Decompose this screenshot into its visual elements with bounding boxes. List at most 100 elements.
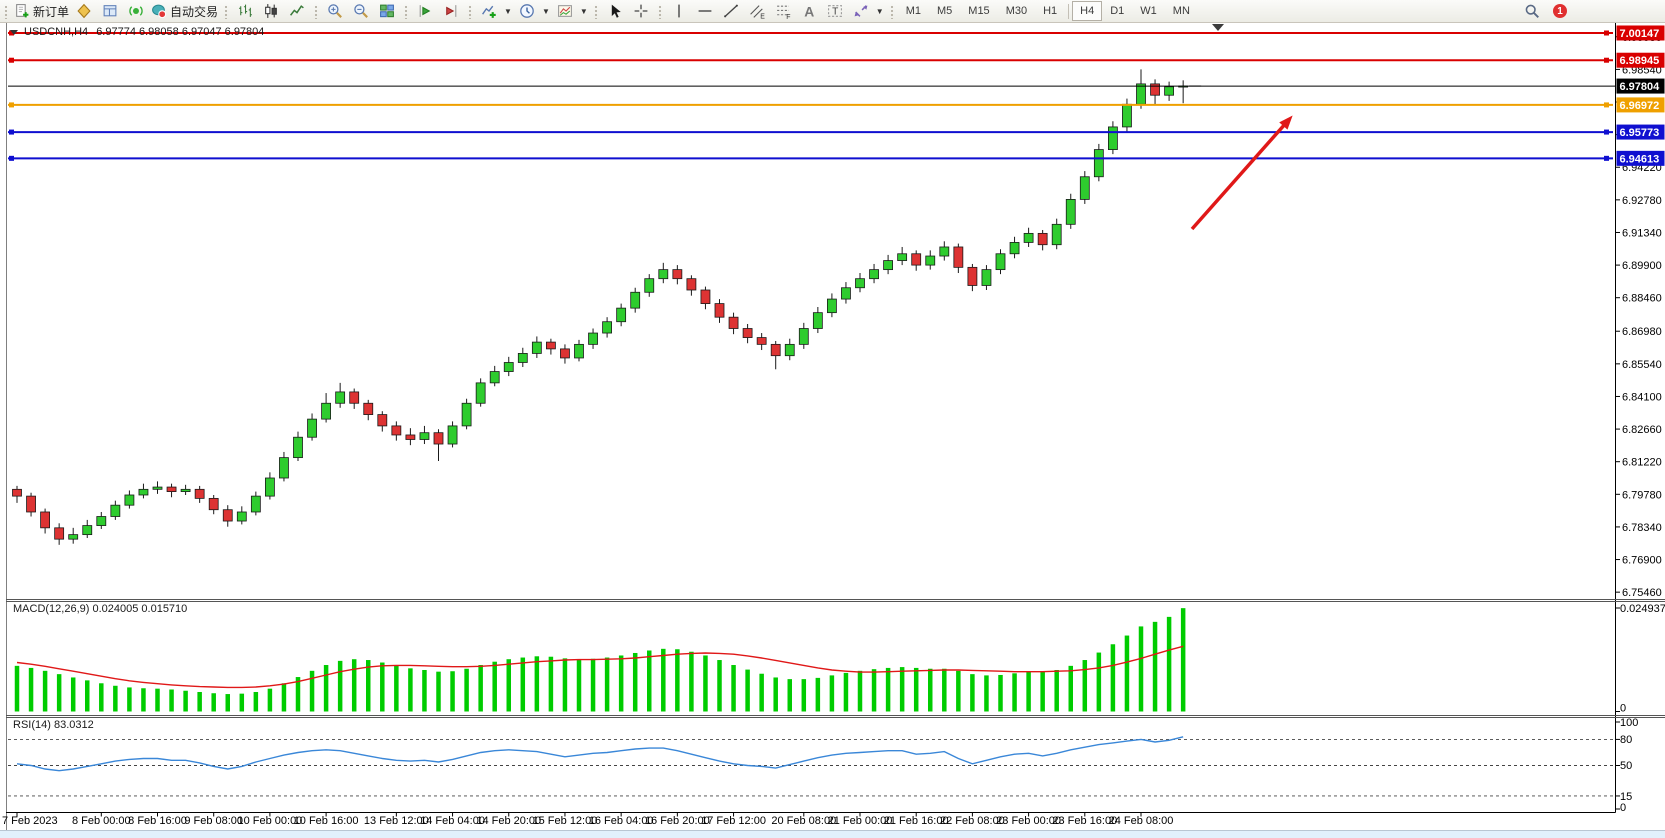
line-anchor[interactable]: [9, 155, 14, 161]
toolbar-grip[interactable]: [313, 3, 320, 19]
toolbar-grip[interactable]: [403, 3, 410, 19]
price-line-label[interactable]: 6.97804: [1616, 78, 1665, 94]
line-anchor[interactable]: [1604, 57, 1609, 63]
line-anchor[interactable]: [9, 129, 14, 135]
horizontal-line-object[interactable]: [8, 155, 1613, 161]
toolbar-grip[interactable]: [888, 3, 895, 19]
panel-separator-rsi[interactable]: [6, 715, 1665, 718]
periods-icon: [520, 4, 534, 18]
macd-indicator-label: MACD(12,26,9) 0.024005 0.015710: [13, 603, 188, 615]
svg-text:10 Feb 16:00: 10 Feb 16:00: [294, 815, 359, 827]
line-chart-button[interactable]: [284, 1, 310, 21]
timeframe-button-m30[interactable]: M30: [1005, 5, 1028, 17]
text-button[interactable]: A: [796, 1, 822, 21]
crosshair-button[interactable]: [628, 1, 654, 21]
candlestick-series[interactable]: [12, 69, 1189, 545]
price-line-label[interactable]: 6.95773: [1616, 124, 1665, 140]
vertical-line-button[interactable]: [666, 1, 692, 21]
new-order-button[interactable]: 新订单: [12, 1, 71, 21]
timeframe-button-w1[interactable]: W1: [1140, 5, 1157, 17]
rsi-scale[interactable]: 100 80 50 150: [1615, 717, 1639, 814]
timeframe-button-m15[interactable]: M15: [968, 5, 990, 17]
trend-arrow[interactable]: [1190, 115, 1293, 231]
timeframe-button-m1[interactable]: M1: [905, 5, 921, 17]
svg-text:13 Feb 12:00: 13 Feb 12:00: [364, 815, 429, 827]
chart-title: USDCNH,H4 6.97774 6.98058 6.97047 6.97804: [24, 26, 264, 38]
svg-text:17 Feb 12:00: 17 Feb 12:00: [701, 815, 766, 827]
timeframe-button-m5[interactable]: M5: [937, 5, 953, 17]
price-line-label[interactable]: 6.96972: [1616, 97, 1665, 113]
candle-chart-button[interactable]: [258, 1, 284, 21]
line-anchor[interactable]: [9, 102, 14, 108]
price-scale[interactable]: 6.999806.985406.971006.956606.942206.927…: [1615, 32, 1662, 599]
svg-text:6.95773: 6.95773: [1620, 127, 1660, 139]
zoom-in-button[interactable]: [322, 1, 348, 21]
svg-text:T: T: [832, 7, 838, 18]
zoom-out-button[interactable]: [348, 1, 374, 21]
indicators-button[interactable]: [476, 1, 502, 21]
time-scale[interactable]: 7 Feb 2023 8 Feb 00:008 Feb 16:009 Feb 08…: [2, 812, 1173, 828]
text-label-icon: T: [827, 5, 842, 18]
line-anchor[interactable]: [1604, 129, 1609, 135]
svg-text:6.88460: 6.88460: [1622, 293, 1662, 305]
toolbar-grip[interactable]: [656, 3, 663, 19]
arrows-icon: [854, 5, 868, 17]
notification-badge[interactable]: 1: [1553, 4, 1567, 18]
svg-text:6.89900: 6.89900: [1622, 260, 1662, 272]
arrows-button[interactable]: [848, 1, 874, 21]
tile-windows-button[interactable]: [374, 1, 400, 21]
equidistant-channel-button[interactable]: E: [744, 1, 770, 21]
text-label-button[interactable]: T: [822, 1, 848, 21]
arrows-button-dropdown-caret[interactable]: ▼: [875, 6, 884, 16]
macd-scale[interactable]: 0.024937 0: [1615, 603, 1665, 715]
search-button[interactable]: [1519, 1, 1545, 21]
periods-button[interactable]: [514, 1, 540, 21]
market-watch-button[interactable]: [71, 1, 97, 21]
toolbar-grip[interactable]: [592, 3, 599, 19]
data-window-button[interactable]: [97, 1, 123, 21]
toolbar-grip[interactable]: [223, 3, 230, 19]
price-line-label[interactable]: 7.00147: [1616, 25, 1665, 41]
timeframe-button-h4[interactable]: H4: [1072, 1, 1103, 21]
toolbar-grip[interactable]: [467, 3, 474, 19]
horizontal-line-object[interactable]: [8, 102, 1613, 108]
horizontal-line-object[interactable]: [8, 129, 1613, 135]
svg-text:6.81220: 6.81220: [1622, 457, 1662, 469]
price-line-label[interactable]: 6.98945: [1616, 52, 1665, 68]
zoom-out-icon: [354, 4, 368, 18]
indicators-button-dropdown-caret[interactable]: ▼: [504, 6, 512, 16]
trendline-button[interactable]: [718, 1, 744, 21]
chart-symbol-period: USDCNH,H4: [24, 26, 89, 38]
bar-chart-button[interactable]: [232, 1, 258, 21]
horizontal-line-object[interactable]: [8, 57, 1613, 63]
periods-button-dropdown-caret[interactable]: ▼: [541, 6, 550, 16]
auto-scroll-button[interactable]: [412, 1, 438, 21]
timeframe-button-h1[interactable]: H1: [1043, 5, 1058, 17]
chart-shift-button[interactable]: [438, 1, 464, 21]
line-anchor[interactable]: [1604, 102, 1609, 108]
h-line-icon: [698, 10, 712, 12]
line-anchor[interactable]: [1604, 30, 1609, 36]
horizontal-line-object[interactable]: [8, 30, 1613, 36]
line-anchor[interactable]: [1604, 155, 1609, 161]
templates-button-dropdown-caret[interactable]: ▼: [579, 6, 588, 16]
signals-button[interactable]: [123, 1, 149, 21]
timeframe-button-d1[interactable]: D1: [1110, 5, 1125, 17]
candle-chart-icon: [265, 4, 277, 18]
toolbar-grip[interactable]: [3, 3, 9, 19]
channel-icon: E: [750, 5, 765, 19]
timeframe-button-mn[interactable]: MN: [1172, 5, 1190, 17]
autotrading-button[interactable]: 自动交易: [149, 1, 220, 21]
svg-text:0: 0: [1620, 703, 1626, 715]
chart-menu-caret[interactable]: [10, 30, 18, 35]
horizontal-line-button[interactable]: [692, 1, 718, 21]
chart-shift-marker[interactable]: [1212, 24, 1224, 31]
templates-button[interactable]: [552, 1, 578, 21]
line-anchor[interactable]: [9, 57, 14, 63]
line-anchor[interactable]: [9, 30, 14, 36]
price-line-label[interactable]: 6.94613: [1616, 150, 1665, 166]
cursor-button[interactable]: [602, 1, 628, 21]
fibonacci-button[interactable]: F: [770, 1, 796, 21]
panel-separator-macd[interactable]: [6, 599, 1665, 602]
